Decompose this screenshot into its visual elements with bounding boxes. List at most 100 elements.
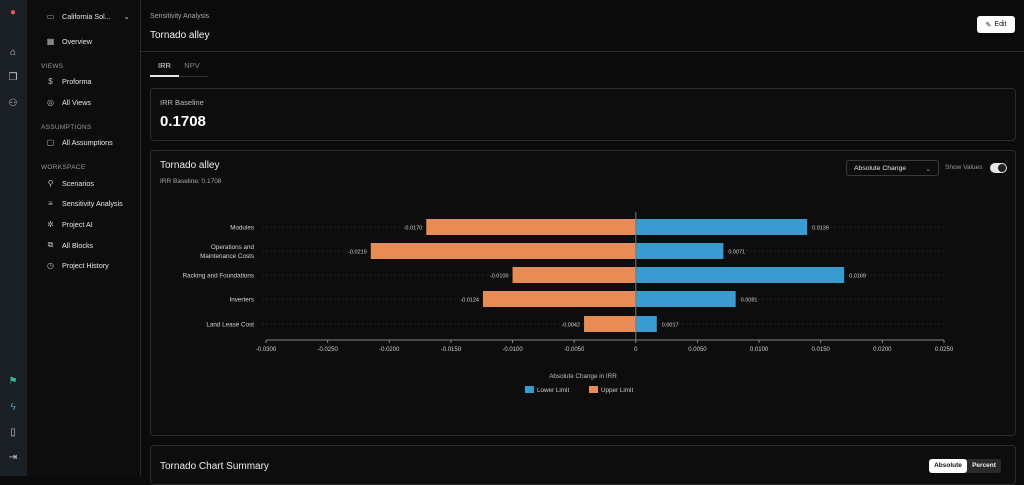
data-label: 0.0017 — [662, 322, 679, 328]
tab-npv[interactable]: NPV — [184, 61, 200, 70]
x-tick-label: 0.0200 — [873, 347, 892, 353]
bar-lower-limit — [635, 219, 808, 235]
data-label: 0.0081 — [741, 297, 758, 303]
bar-lower-limit — [635, 243, 724, 259]
bar-upper-limit — [426, 219, 636, 235]
sidebar-item-scenarios[interactable]: ⚲ Scenarios — [46, 179, 94, 188]
baseline-label: IRR Baseline — [160, 98, 204, 107]
bar-lower-limit — [635, 267, 845, 283]
edit-label: Edit — [994, 21, 1007, 28]
logout-icon[interactable]: ⇥ — [8, 452, 18, 463]
sidebar-item-label: All Views — [62, 98, 92, 107]
section-workspace: WORKSPACE — [41, 164, 86, 171]
category-label: Racking and Foundations — [183, 273, 254, 280]
category-label: Operations and — [211, 244, 255, 251]
category-label: Maintenance Costs — [200, 253, 254, 260]
x-tick-label: 0.0050 — [688, 347, 707, 353]
sidebar-item-label: All Assumptions — [62, 138, 113, 147]
legend-label: Lower Limit — [537, 387, 569, 394]
percent-button[interactable]: Percent — [972, 462, 996, 469]
summary-toggle: Absolute Percent — [929, 459, 1001, 473]
x-tick-label: 0.0250 — [935, 347, 954, 353]
data-label: -0.0042 — [561, 322, 580, 328]
irr-baseline-card: IRR Baseline 0.1708 — [150, 88, 1016, 141]
tab-bar: IRR NPV — [150, 60, 208, 77]
x-tick-label: 0 — [634, 347, 638, 353]
legend-swatch — [589, 386, 598, 393]
sparkle-icon: ✲ — [47, 220, 54, 229]
bar-lower-limit — [635, 316, 657, 332]
data-label: 0.0169 — [849, 273, 866, 279]
legend-swatch — [525, 386, 534, 393]
folder-icon: ▭ — [46, 12, 55, 21]
filter-icon: ≡ — [48, 199, 53, 208]
icon-rail: ● ⌂ ❐ ⚇ ⚑ ϟ ▯ ⇥ — [0, 0, 27, 476]
users-icon[interactable]: ⚇ — [8, 98, 18, 109]
category-label: Inverters — [230, 297, 255, 304]
dollar-icon: $ — [48, 77, 53, 86]
summary-card: Tornado Chart Summary Absolute Percent — [150, 445, 1016, 485]
section-views: VIEWS — [41, 63, 64, 70]
mode-value: Absolute Change — [854, 165, 907, 172]
summary-title: Tornado Chart Summary — [160, 461, 269, 472]
show-values-label: Show Values — [945, 164, 983, 171]
project-name: California Sol... — [62, 12, 111, 21]
lightning-icon[interactable]: ϟ — [10, 402, 16, 413]
book-icon[interactable]: ▯ — [10, 427, 16, 438]
page-title: Tornado alley — [150, 30, 210, 41]
sidebar: ▭ California Sol... ⌄ ▦ Overview VIEWS $ Pro… — [27, 0, 141, 476]
chart-title: Tornado alley — [160, 160, 220, 171]
x-tick-label: -0.0150 — [441, 347, 462, 353]
x-tick-label: -0.0300 — [256, 347, 277, 353]
sidebar-item-all-assumptions[interactable]: ▢ All Assumptions — [46, 138, 113, 147]
home-icon[interactable]: ⌂ — [9, 47, 17, 58]
bar-upper-limit — [584, 316, 636, 332]
projects-icon[interactable]: ❐ — [8, 72, 18, 83]
data-label: -0.0170 — [404, 225, 423, 231]
legend-label: Upper Limit — [601, 387, 633, 394]
data-label: -0.0100 — [490, 273, 509, 279]
page-header: Sensitivity Analysis Tornado alley ✎ Edit — [141, 0, 1024, 52]
data-label: -0.0124 — [460, 297, 479, 303]
clock-icon: ◷ — [47, 261, 54, 270]
sidebar-item-label: Project AI — [62, 220, 93, 229]
x-tick-label: 0.0100 — [750, 347, 769, 353]
flag-icon[interactable]: ⚑ — [8, 376, 18, 387]
sidebar-item-label: Sensitivity Analysis — [62, 199, 123, 208]
baseline-value: 0.1708 — [160, 113, 206, 130]
pencil-icon: ✎ — [985, 21, 992, 29]
bar-lower-limit — [635, 291, 736, 307]
sidebar-item-label: All Blocks — [62, 240, 94, 250]
sidebar-item-label: Project History — [62, 261, 109, 270]
bar-upper-limit — [512, 267, 636, 283]
sidebar-item-label: Proforma — [62, 77, 92, 86]
sidebar-item-proforma[interactable]: $ Proforma — [46, 77, 92, 86]
logo-icon[interactable]: ● — [9, 7, 17, 18]
blocks-icon: ⧉ — [47, 240, 54, 249]
sidebar-item-sensitivity-analysis[interactable]: ≡ Sensitivity Analysis — [46, 199, 123, 208]
edit-button[interactable]: ✎ Edit — [977, 16, 1015, 33]
project-selector[interactable]: ▭ California Sol... ⌄ — [46, 12, 130, 21]
data-label: 0.0071 — [728, 249, 745, 255]
absolute-button[interactable]: Absolute — [929, 459, 967, 473]
document-icon: ▢ — [46, 138, 55, 147]
show-values-toggle[interactable] — [990, 163, 1007, 173]
category-label: Land Lease Cost — [206, 322, 254, 329]
section-assumptions: ASSUMPTIONS — [41, 124, 92, 131]
data-label: -0.0215 — [348, 249, 367, 255]
scenarios-icon: ⚲ — [47, 179, 54, 188]
sidebar-item-all-blocks[interactable]: ⧉ All Blocks — [46, 240, 94, 250]
sidebar-item-all-views[interactable]: ◎ All Views — [46, 98, 91, 107]
sidebar-item-project-ai[interactable]: ✲ Project AI — [46, 220, 93, 229]
bar-upper-limit — [370, 243, 636, 259]
bar-upper-limit — [482, 291, 636, 307]
tab-irr[interactable]: IRR — [150, 60, 179, 77]
x-tick-label: -0.0200 — [379, 347, 400, 353]
sidebar-item-project-history[interactable]: ◷ Project History — [46, 261, 109, 270]
mode-select[interactable]: Absolute Change ⌄ — [846, 160, 939, 176]
sidebar-item-label: Scenarios — [62, 179, 94, 188]
x-tick-label: -0.0050 — [564, 347, 585, 353]
sidebar-item-overview[interactable]: ▦ Overview — [46, 37, 92, 46]
views-icon: ◎ — [47, 98, 54, 107]
